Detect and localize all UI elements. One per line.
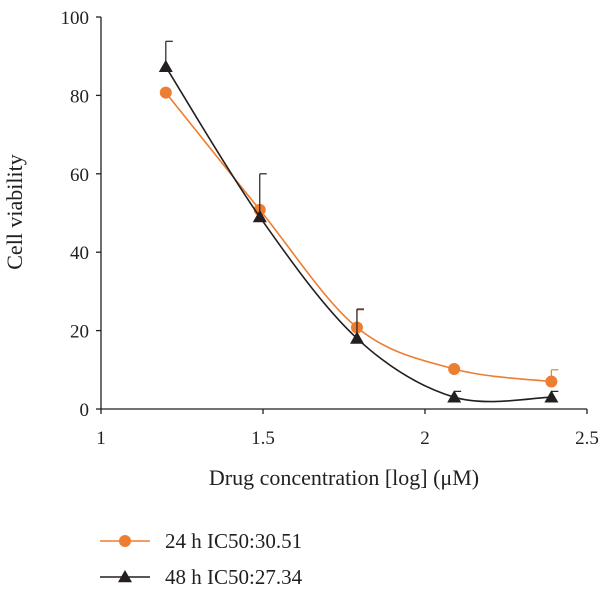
- legend-marker-1: [119, 535, 131, 547]
- y-tick-label: 0: [80, 400, 90, 421]
- series-1-point: [159, 86, 172, 99]
- legend: 24 h IC50:30.51 48 h IC50:27.34: [100, 529, 303, 589]
- x-tick-label: 2.5: [575, 428, 599, 449]
- y-tick-label: 60: [70, 165, 89, 186]
- y-tick-label: 40: [70, 243, 89, 264]
- legend-label-1: 24 h IC50:30.51: [165, 529, 302, 553]
- series-2-point: [158, 59, 173, 72]
- x-tick-label: 2: [420, 428, 430, 449]
- legend-label-2: 48 h IC50:27.34: [165, 565, 303, 589]
- series-line-1: [165, 92, 552, 383]
- y-tick-label: 100: [61, 8, 90, 29]
- series-1-point: [448, 363, 461, 376]
- series-2-point: [252, 209, 267, 223]
- y-tick-label: 20: [70, 322, 89, 343]
- legend-marker-2: [118, 570, 132, 583]
- plot-area: 0 20 40 60 80 100 1 1.5 2 2.5: [61, 8, 599, 449]
- y-tick-label: 80: [70, 86, 89, 107]
- x-tick-label: 1.5: [251, 428, 275, 449]
- y-axis-title: Cell viability: [2, 154, 27, 270]
- series-2-point: [447, 390, 462, 403]
- series-2-point: [350, 331, 364, 344]
- x-tick-label: 1: [96, 428, 106, 449]
- x-axis-title: Drug concentration [log] (μM): [209, 465, 479, 490]
- series-1-point: [545, 375, 558, 388]
- series-line-2: [165, 66, 552, 403]
- series-2-point: [544, 390, 559, 403]
